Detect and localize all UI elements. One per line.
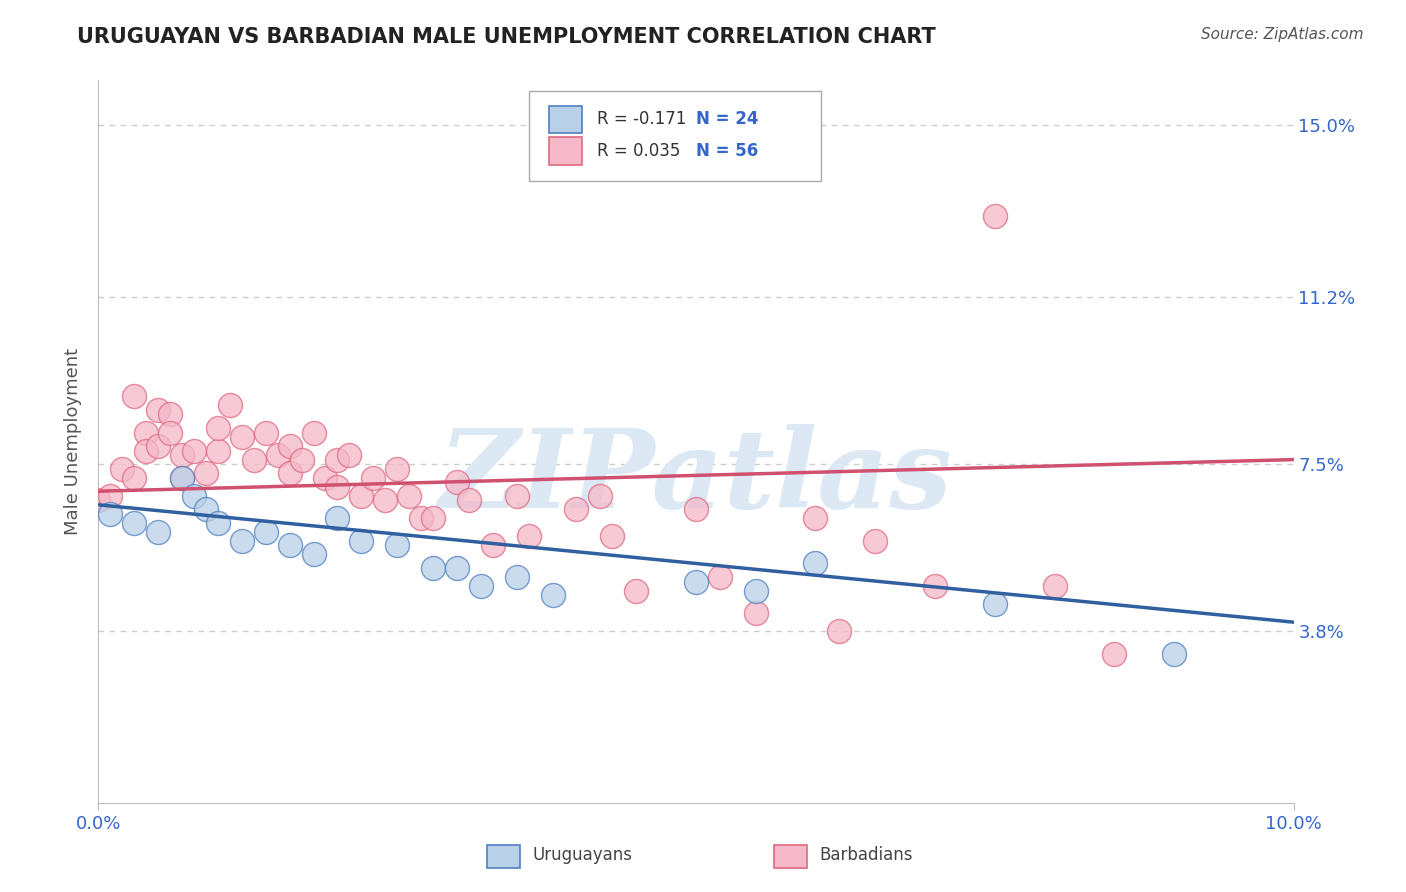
Point [422,511,444,525]
Text: R = -0.171: R = -0.171 [596,111,686,128]
Text: N = 24: N = 24 [696,111,758,128]
Point [865,533,887,548]
Point [326,452,349,467]
Point [219,398,242,412]
Point [828,624,851,639]
FancyBboxPatch shape [773,845,807,868]
Point [422,561,444,575]
Point [385,461,409,475]
Point [446,475,468,490]
Point [709,570,731,584]
Point [339,448,361,462]
Point [374,493,396,508]
Point [398,489,420,503]
Point [231,533,253,548]
Point [207,516,229,530]
Point [745,583,768,598]
Point [135,425,157,440]
Point [254,524,277,539]
Point [1043,579,1066,593]
Point [745,606,768,620]
Point [98,507,122,521]
Point [124,389,146,403]
FancyBboxPatch shape [548,137,582,165]
Point [172,471,194,485]
Point [804,511,827,525]
FancyBboxPatch shape [548,105,582,133]
FancyBboxPatch shape [486,845,520,868]
Y-axis label: Male Unemployment: Male Unemployment [65,348,83,535]
Point [411,511,433,525]
Point [148,403,170,417]
Point [517,529,540,543]
Point [172,448,194,462]
Point [291,452,314,467]
Point [984,209,1007,223]
Point [565,502,588,516]
Point [135,443,157,458]
Text: N = 56: N = 56 [696,142,758,160]
Point [278,466,301,480]
Point [315,471,337,485]
Point [446,561,468,575]
Point [470,579,492,593]
Point [159,425,181,440]
Point [172,471,194,485]
Point [626,583,648,598]
Point [148,524,170,539]
Point [267,448,290,462]
Point [98,489,122,503]
Point [350,489,373,503]
Point [231,430,253,444]
Point [148,439,170,453]
Point [350,533,373,548]
Text: ZIPatlas: ZIPatlas [439,424,953,532]
Text: Barbadians: Barbadians [820,846,912,863]
Point [243,452,266,467]
Point [506,570,529,584]
Point [685,574,707,589]
Point [1163,647,1185,661]
Point [278,538,301,552]
Text: R = 0.035: R = 0.035 [596,142,681,160]
Point [984,597,1007,611]
Point [302,425,325,440]
Point [159,408,181,422]
Point [589,489,612,503]
Point [183,489,205,503]
Point [506,489,529,503]
Point [195,466,218,480]
Point [111,461,134,475]
Point [458,493,481,508]
Point [326,480,349,494]
Point [363,471,385,485]
Point [278,439,301,453]
Point [541,588,564,602]
Text: Source: ZipAtlas.com: Source: ZipAtlas.com [1201,27,1364,42]
Point [685,502,707,516]
Point [804,557,827,571]
Text: Uruguayans: Uruguayans [533,846,633,863]
Point [124,516,146,530]
Point [924,579,946,593]
Point [482,538,505,552]
Point [302,548,325,562]
Point [124,471,146,485]
Point [254,425,277,440]
Point [183,443,205,458]
Point [1104,647,1126,661]
Text: URUGUAYAN VS BARBADIAN MALE UNEMPLOYMENT CORRELATION CHART: URUGUAYAN VS BARBADIAN MALE UNEMPLOYMENT… [77,27,936,46]
FancyBboxPatch shape [529,91,821,181]
Point [602,529,624,543]
Point [207,443,229,458]
Point [87,493,110,508]
Point [195,502,218,516]
Point [385,538,409,552]
Point [326,511,349,525]
Point [207,421,229,435]
